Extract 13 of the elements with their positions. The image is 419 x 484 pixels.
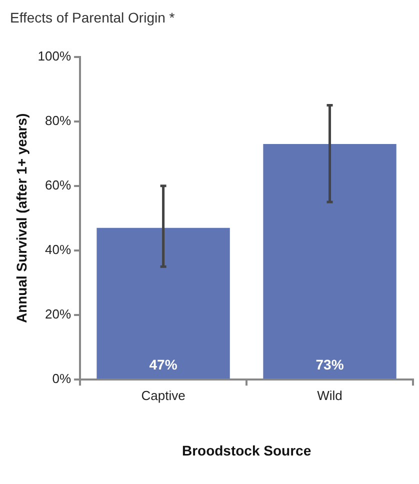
y-tick-label: 20% bbox=[45, 306, 72, 322]
x-tick-label: Captive bbox=[141, 388, 186, 403]
y-tick-label: 100% bbox=[38, 48, 72, 64]
y-tick-label: 40% bbox=[45, 242, 72, 258]
y-tick-label: 60% bbox=[45, 178, 72, 192]
chart-title: Effects of Parental Origin * bbox=[10, 9, 176, 26]
y-tick-label: 0% bbox=[52, 371, 72, 386]
y-axis-title: Annual Survival (after 1+ years) bbox=[13, 113, 30, 324]
data-label: 47% bbox=[149, 356, 178, 372]
data-label: 73% bbox=[316, 356, 344, 372]
x-axis-title: Broodstock Source bbox=[182, 442, 312, 458]
y-tick-label: 80% bbox=[45, 112, 72, 128]
x-tick-label: Wild bbox=[317, 388, 342, 403]
